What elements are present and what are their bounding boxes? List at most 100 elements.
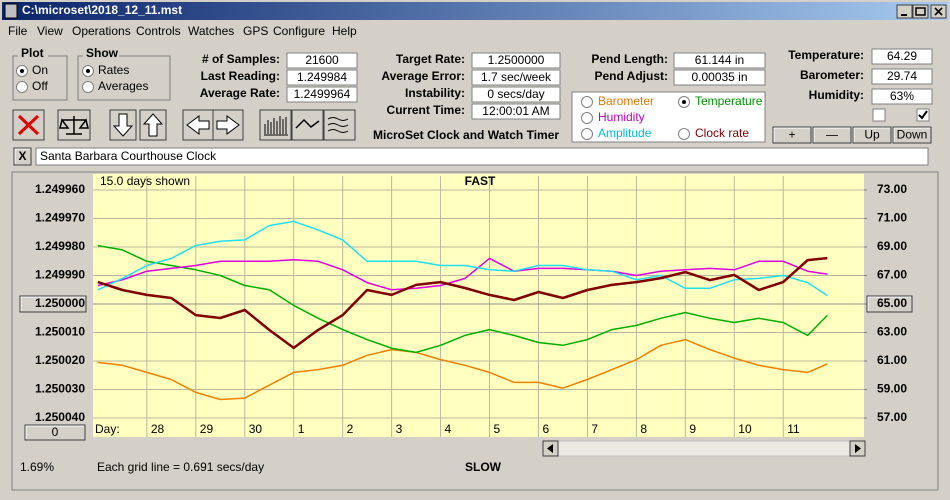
menu-item[interactable]: Watches xyxy=(188,24,234,38)
control-button[interactable] xyxy=(852,126,892,144)
y-tick-label: 1.249990 xyxy=(35,268,85,282)
y-tick-label: 1.250040 xyxy=(35,410,85,424)
field-label: Barometer: xyxy=(800,68,864,82)
radio[interactable] xyxy=(581,128,593,140)
field-box xyxy=(471,69,561,86)
menu-item[interactable]: GPS xyxy=(243,24,268,38)
radio[interactable] xyxy=(16,81,28,93)
control-button[interactable] xyxy=(772,126,812,144)
y-tick-label: 1.249970 xyxy=(35,211,85,225)
field-label: Temperature: xyxy=(788,48,864,62)
field-value: 0 secs/day xyxy=(487,87,544,101)
scrollbar[interactable] xyxy=(542,440,866,457)
y-tick-label: 1.250010 xyxy=(35,325,85,339)
button-label: Up xyxy=(864,128,880,142)
y-tick-label: 67.00 xyxy=(877,268,907,282)
button-highlight xyxy=(14,148,30,164)
group-label: Show xyxy=(86,46,119,60)
smooth-button[interactable] xyxy=(323,109,356,141)
menu-item[interactable]: View xyxy=(37,24,63,38)
button-highlight xyxy=(813,127,850,142)
x-tick-label: 5 xyxy=(494,422,501,436)
button-highlight xyxy=(853,127,890,142)
clock-name-box xyxy=(35,147,929,166)
field-box xyxy=(673,69,766,86)
button-highlight xyxy=(867,296,911,311)
field-value: 1.249984 xyxy=(297,70,347,84)
radio-label: Off xyxy=(32,79,48,93)
y-tick-label: 69.00 xyxy=(877,239,907,253)
x-tick-label: 29 xyxy=(200,422,214,436)
x-label: Day: xyxy=(95,422,120,436)
x-tick-label: 4 xyxy=(445,422,452,436)
window-buttons xyxy=(896,4,947,19)
radio[interactable] xyxy=(82,81,94,93)
app-icon xyxy=(4,3,18,19)
menu-item[interactable]: Controls xyxy=(136,24,181,38)
x-tick-label: 11 xyxy=(787,422,800,436)
control-button[interactable] xyxy=(812,126,852,144)
menu-item[interactable]: File xyxy=(8,24,28,38)
radio[interactable] xyxy=(581,112,593,124)
field-value: 63% xyxy=(890,89,914,103)
scroll-track[interactable] xyxy=(542,440,866,457)
field-box xyxy=(286,52,358,69)
y-tick-label: 1.250030 xyxy=(35,382,85,396)
x-tick-label: 28 xyxy=(151,422,165,436)
y-tick-label: 63.00 xyxy=(877,325,907,339)
y-tick-label: 61.00 xyxy=(877,353,907,367)
close-clock-button[interactable] xyxy=(13,147,32,166)
x-tick-label: 6 xyxy=(542,422,549,436)
radio[interactable] xyxy=(678,128,690,140)
menu-item[interactable]: Operations xyxy=(72,24,131,38)
plot-option: Amplitude xyxy=(598,126,652,140)
menu-item[interactable]: Configure xyxy=(273,24,325,38)
y-tick-label: 1.249960 xyxy=(35,182,85,196)
zoom-label: 1.69% xyxy=(20,460,54,474)
field-value: 64.29 xyxy=(887,49,917,63)
radio-dot xyxy=(20,69,24,73)
plot-option: Barometer xyxy=(598,94,654,108)
x-tick-label: 10 xyxy=(738,422,752,436)
toolbar xyxy=(12,109,356,141)
offset-label: 0 xyxy=(52,425,59,439)
offset-button[interactable] xyxy=(24,424,86,441)
axis-center-button[interactable] xyxy=(19,295,87,313)
top-label: FAST xyxy=(465,174,496,188)
field-label: Last Reading: xyxy=(201,69,280,83)
field-box xyxy=(286,69,358,86)
radio-dot xyxy=(682,100,686,104)
field-value: 29.74 xyxy=(887,69,917,83)
line-button[interactable] xyxy=(291,109,324,141)
axis-center-button[interactable] xyxy=(866,295,913,313)
group-label: Plot xyxy=(21,46,44,60)
radio[interactable] xyxy=(581,96,593,108)
button-highlight xyxy=(20,296,85,311)
series-line xyxy=(97,338,828,401)
series-line xyxy=(97,256,828,350)
button-highlight xyxy=(893,127,930,142)
app-title: MicroSet Clock and Watch Timer xyxy=(373,128,559,142)
button-label: Down xyxy=(897,128,928,142)
radio-label: Rates xyxy=(98,63,129,77)
series-line xyxy=(97,220,828,297)
field-box xyxy=(871,68,933,85)
y-tick-label: 1.250020 xyxy=(35,353,85,367)
field-box xyxy=(871,48,933,65)
menu-item[interactable]: Help xyxy=(332,24,357,38)
field-box xyxy=(471,86,561,103)
radio-dot xyxy=(86,69,90,73)
group-label-bg xyxy=(83,48,119,60)
plot-option: Humidity xyxy=(598,110,645,124)
y-tick-label: 73.00 xyxy=(877,182,907,196)
field-value: 0.00035 in xyxy=(691,70,747,84)
x-tick-label: 7 xyxy=(591,422,598,436)
y-tick-label: 1.249980 xyxy=(35,239,85,253)
control-button[interactable] xyxy=(892,126,932,144)
plot-select-box xyxy=(571,91,766,143)
button-label: + xyxy=(788,128,795,142)
x-tick-label: 9 xyxy=(689,422,696,436)
checkbox[interactable] xyxy=(872,108,886,122)
minimize-button[interactable] xyxy=(896,4,913,19)
